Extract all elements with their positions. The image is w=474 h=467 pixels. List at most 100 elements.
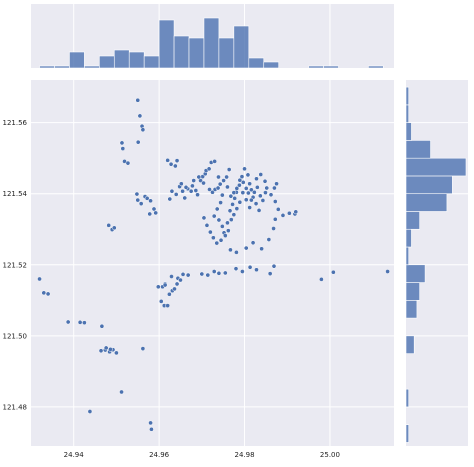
scatter-point (227, 208, 233, 214)
x-histogram-bar (39, 65, 55, 69)
scatter-point (172, 163, 178, 169)
scatter-point (232, 195, 238, 201)
scatter-point (204, 222, 210, 228)
scatter-point (174, 158, 180, 164)
y-histogram-bar (405, 228, 412, 248)
scatter-point (185, 272, 191, 278)
scatter-point (205, 272, 211, 278)
y-histogram-bar (405, 211, 420, 230)
scatter-point (268, 192, 274, 198)
x-tick-label: 24.96 (149, 451, 170, 459)
scatter-point (137, 113, 143, 119)
scatter-point (272, 199, 278, 204)
scatter-point (155, 284, 161, 290)
scatter-point (267, 271, 273, 277)
x-histogram-bar (69, 51, 85, 69)
y-histogram-bar (405, 282, 420, 301)
scatter-point (196, 174, 202, 180)
scatter-point (233, 266, 239, 272)
scatter-point (252, 189, 257, 195)
scatter-point (98, 348, 104, 354)
y-tick-label: 121.48 (3, 403, 28, 411)
scatter-point (37, 276, 42, 282)
x-histogram-bar (188, 37, 205, 69)
scatter-point (260, 198, 266, 203)
scatter-point (111, 225, 117, 231)
scatter-point (253, 201, 259, 207)
scatter-point (207, 187, 212, 192)
scatter-point (218, 200, 223, 205)
scatter-point (218, 237, 224, 243)
scatter-point (249, 187, 254, 193)
y-histogram-bar (405, 104, 410, 123)
y-tick-label: 121.56 (3, 119, 28, 127)
scatter-point (216, 174, 221, 180)
scatter-point (243, 245, 249, 251)
y-histogram-bar (405, 86, 410, 106)
y-histogram-bar (405, 246, 410, 266)
x-histogram-bar (233, 25, 250, 69)
scatter-point (224, 174, 229, 180)
scatter-point (275, 206, 281, 212)
scatter-point (240, 179, 246, 185)
scatter-point (231, 212, 237, 218)
scatter-point (168, 161, 174, 167)
scatter-point (249, 197, 254, 203)
scatter-point (214, 240, 220, 246)
x-histogram-bar (84, 65, 100, 69)
scatter-point (240, 190, 246, 195)
scatter-point (158, 299, 164, 304)
scatter-point (254, 184, 260, 190)
scatter-point (199, 271, 205, 277)
y-histogram-bar (405, 264, 426, 283)
scatter-point (201, 180, 206, 186)
y-histogram-bar (405, 424, 410, 443)
y-histogram-bar (405, 157, 467, 177)
scatter-point (180, 272, 186, 277)
scatter-point (41, 290, 47, 296)
scatter-point (247, 264, 253, 270)
scatter-point (180, 188, 185, 194)
scatter-point (216, 270, 222, 276)
scatter-point (231, 190, 237, 195)
scatter-point (259, 246, 264, 252)
scatter-point (293, 209, 299, 215)
x-histogram-bar (308, 65, 324, 69)
scatter-point (221, 178, 226, 183)
scatter-point (99, 323, 105, 329)
scatter-point (237, 182, 242, 188)
scatter-point (272, 185, 277, 191)
scatter-point (274, 181, 279, 187)
scatter-point (120, 146, 126, 151)
scatter-point (234, 249, 239, 255)
scatter-point (247, 205, 253, 210)
scatter-point (172, 286, 177, 292)
scatter-point (225, 228, 231, 234)
scatter-point (167, 196, 173, 202)
scatter-point (212, 159, 217, 164)
scatter-point (173, 192, 179, 197)
scatter-point (247, 181, 253, 187)
scatter-point (242, 166, 247, 172)
scatter-point (195, 192, 200, 198)
x-histogram-bar (54, 65, 70, 69)
scatter-point (211, 269, 217, 274)
scatter-point (45, 291, 51, 297)
scatter-point (243, 186, 249, 191)
scatter-point (125, 160, 131, 166)
scatter-point (103, 345, 109, 351)
scatter-point (206, 166, 212, 172)
x-tick-label: 25.00 (320, 451, 340, 459)
y-histogram-bar (405, 175, 453, 195)
scatter-point (169, 274, 174, 279)
scatter-point (225, 220, 230, 226)
scatter-point (178, 277, 183, 283)
scatter-point (228, 247, 233, 253)
scatter-point (148, 420, 153, 426)
y-marginal-histogram (405, 80, 468, 446)
scatter-point (193, 188, 199, 193)
scatter-panel: 24.94 24.96 24.98 25.00 121.48 121.50 121.52 12… (3, 80, 394, 459)
scatter-point (257, 193, 263, 199)
scatter-point (254, 176, 259, 182)
